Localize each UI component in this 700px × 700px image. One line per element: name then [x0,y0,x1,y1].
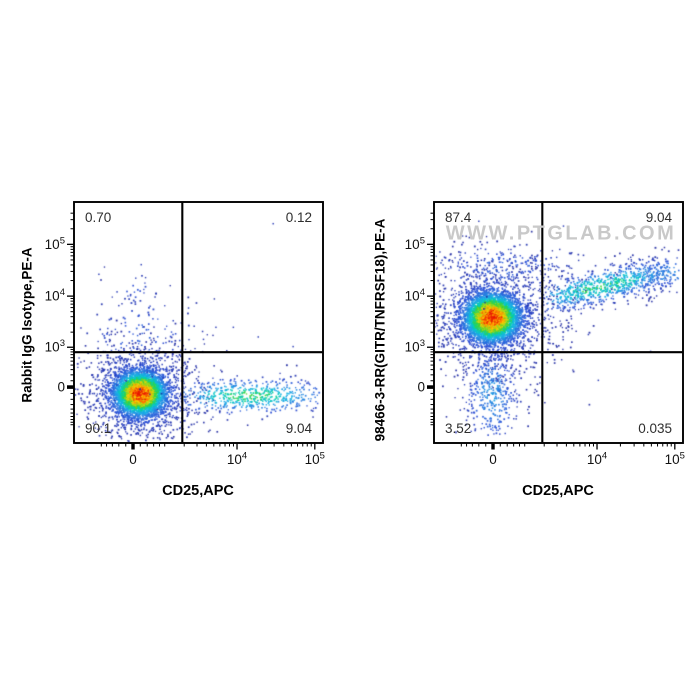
x-tick-label: 105 [665,451,685,468]
plot-frame [73,201,324,444]
y-tick-label: 105 [405,235,425,252]
y-tick-label: 104 [405,287,425,304]
scatter-points-canvas-isotype [74,202,323,443]
x-axis-title-gitr: CD25,APC [522,483,594,499]
quadrant-stat-lower-left: 3.52 [445,421,471,436]
x-tick-label: 0 [489,452,497,467]
y-tick-label: 103 [45,338,65,355]
x-tick-label: 0 [129,452,137,467]
y-tick-label: 0 [417,380,425,395]
x-tick-label: 105 [305,451,325,468]
quadrant-stat-lower-left: 90.1 [85,421,111,436]
y-tick-label: 105 [45,235,65,252]
y-tick-label: 0 [57,380,65,395]
x-axis-title-isotype: CD25,APC [162,483,234,499]
quadrant-stat-lower-right: 9.04 [286,421,313,436]
y-tick-label: 103 [405,338,425,355]
quadrant-stat-upper-left: 87.4 [445,210,472,225]
plot-frame [433,201,684,444]
x-tick-label: 104 [227,451,247,468]
scatter-points-canvas-gitr [434,202,683,443]
x-tick-label: 104 [587,451,607,468]
quadrant-stat-upper-right: 9.04 [646,210,673,225]
watermark: WWW.PTGLAB.COM [445,222,677,245]
y-tick-label: 104 [45,287,65,304]
quadrant-stat-lower-right: 0.035 [638,421,672,436]
quadrant-stat-upper-left: 0.70 [85,210,111,225]
quadrant-stat-upper-right: 0.12 [286,210,312,225]
